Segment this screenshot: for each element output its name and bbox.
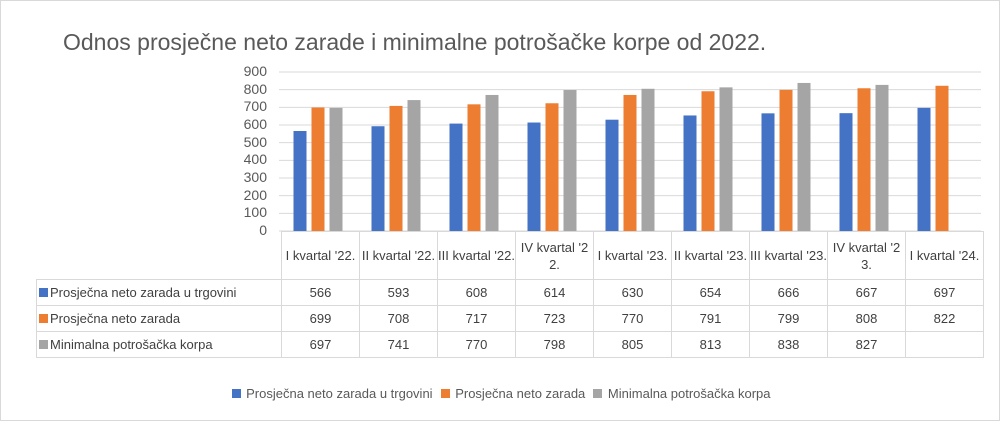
bar-2-3 <box>467 104 481 231</box>
data-label: 608 <box>437 279 516 306</box>
legend-label: Prosječna neto zarada <box>455 386 586 401</box>
y-tick-label: 200 <box>243 186 267 203</box>
bar-1-1 <box>293 131 307 231</box>
data-label: 708 <box>359 305 438 332</box>
bar-2-1 <box>311 107 325 231</box>
legend-item: Prosječna neto zarada u trgovini <box>231 386 433 401</box>
table-row: Prosječna neto zarada u trgovini 566 593 60… <box>36 279 984 306</box>
data-label: 717 <box>437 305 516 332</box>
bar-2-9 <box>935 85 949 231</box>
bar-1-8 <box>839 113 853 231</box>
category-label: I kvartal '24. <box>905 231 984 280</box>
data-label: 741 <box>359 331 438 358</box>
bar-1-2 <box>371 126 385 231</box>
data-label: 770 <box>593 305 672 332</box>
legend-item: Minimalna potrošačka korpa <box>593 386 771 401</box>
data-label: 838 <box>749 331 828 358</box>
legend-swatch <box>593 389 603 398</box>
series-name: Prosječna neto zarada <box>50 311 181 326</box>
category-label: IV kvartal '22. <box>515 231 594 280</box>
data-label: 697 <box>281 331 360 358</box>
y-tick-label: 300 <box>243 169 267 185</box>
data-label: 723 <box>515 305 594 332</box>
series-name: Minimalna potrošačka korpa <box>50 337 213 352</box>
bar-3-2 <box>407 100 421 231</box>
legend: Prosječna neto zarada u trgovini Prosječ… <box>1 386 999 401</box>
y-tick-label: 700 <box>243 98 267 115</box>
legend-key <box>39 340 48 349</box>
data-label: 770 <box>437 331 516 358</box>
legend-key <box>39 314 48 323</box>
bar-1-6 <box>683 115 697 231</box>
data-label: 667 <box>827 279 906 306</box>
table-row: Minimalna potrošačka korpa 697 741 770 798 80… <box>36 331 984 358</box>
bar-1-5 <box>605 119 619 231</box>
legend-label: Minimalna potrošačka korpa <box>607 386 771 401</box>
bar-3-5 <box>641 88 655 232</box>
category-label: II kvartal '22. <box>359 231 438 280</box>
chart-title: Odnos prosječne neto zarade i minimalne … <box>63 29 767 55</box>
y-tick-label: 0 <box>259 222 267 238</box>
legend-key <box>39 288 48 297</box>
bar-1-3 <box>449 123 463 231</box>
data-label: 699 <box>281 305 360 332</box>
legend-swatch <box>231 389 241 398</box>
data-label <box>905 331 984 358</box>
bar-2-7 <box>779 89 793 232</box>
bar-3-4 <box>563 90 577 232</box>
data-label: 654 <box>671 279 750 306</box>
bar-2-8 <box>857 88 871 232</box>
bar-3-6 <box>719 87 733 232</box>
y-tick-label: 900 <box>243 63 267 79</box>
bar-2-6 <box>701 91 715 231</box>
category-label: III kvartal '22. <box>437 231 516 280</box>
data-label: 697 <box>905 279 984 306</box>
bar-3-7 <box>797 82 811 231</box>
category-label: I kvartal '23. <box>593 231 672 280</box>
data-label: 813 <box>671 331 750 358</box>
data-label: 791 <box>671 305 750 332</box>
data-table: I kvartal '22. II kvartal '22. III kvartal… <box>36 231 984 358</box>
data-label: 822 <box>905 305 984 332</box>
bar-2-4 <box>545 103 559 231</box>
table-row: Prosječna neto zarada 699 708 717 723 770 791 7… <box>36 305 984 332</box>
bar-3-1 <box>329 107 343 231</box>
data-label: 808 <box>827 305 906 332</box>
data-label: 799 <box>749 305 828 332</box>
bar-2-5 <box>623 94 637 231</box>
data-label: 630 <box>593 279 672 306</box>
y-tick-label: 600 <box>243 116 267 132</box>
y-tick-label: 100 <box>243 204 267 221</box>
series-name: Prosječna neto zarada u trgovini <box>50 285 237 300</box>
bar-1-4 <box>527 122 541 231</box>
y-tick-label: 800 <box>243 80 267 97</box>
y-tick-label: 400 <box>243 151 267 168</box>
category-label: II kvartal '23. <box>671 231 750 280</box>
legend-item: Prosječna neto zarada <box>440 386 586 401</box>
category-label: III kvartal '23. <box>749 231 828 280</box>
data-label: 798 <box>515 331 594 358</box>
category-label: IV kvartal '23. <box>827 231 906 280</box>
bar-1-7 <box>761 113 775 231</box>
data-label: 614 <box>515 279 594 306</box>
bar-3-8 <box>875 84 889 231</box>
data-label: 566 <box>281 279 360 306</box>
legend-label: Prosječna neto zarada u trgovini <box>246 386 433 401</box>
bar-3-3 <box>485 94 499 231</box>
data-label: 805 <box>593 331 672 358</box>
data-label: 593 <box>359 279 438 306</box>
y-tick-label: 500 <box>243 133 267 150</box>
legend-swatch <box>440 389 450 398</box>
bar-2-2 <box>389 105 403 231</box>
category-label: I kvartal '22. <box>281 231 360 280</box>
data-label: 827 <box>827 331 906 358</box>
bar-1-9 <box>917 107 931 231</box>
data-label: 666 <box>749 279 828 306</box>
